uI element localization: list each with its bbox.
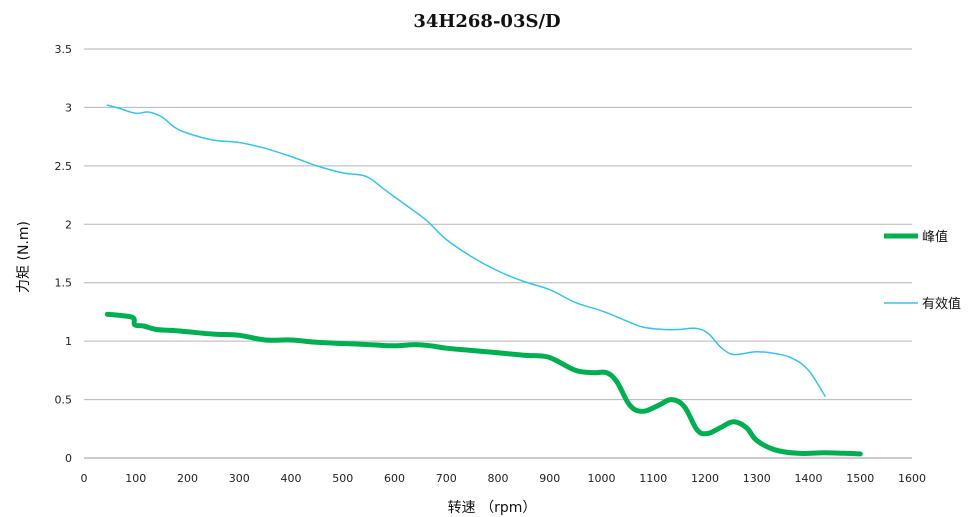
x-tick-label: 1200: [691, 472, 719, 485]
x-tick-label: 100: [125, 472, 146, 485]
series-lines: [104, 104, 863, 457]
y-tick-label: 2.5: [55, 160, 73, 173]
x-tick-label: 200: [177, 472, 198, 485]
gridlines: [84, 48, 912, 459]
y-tick-label: 2: [65, 218, 72, 231]
x-tick-label: 0: [81, 472, 88, 485]
x-tick-label: 600: [384, 472, 405, 485]
x-tick-label: 700: [436, 472, 457, 485]
x-tick-label: 1300: [743, 472, 771, 485]
x-tick-labels: 0 100 200 300 400 500 600 700 800 900 1000 1100 1200…: [81, 472, 927, 485]
x-tick-label: 1100: [639, 472, 667, 485]
y-tick-label: 0: [65, 452, 72, 465]
x-tick-label: 1600: [898, 472, 926, 485]
legend-label: 峰值: [922, 229, 948, 245]
x-tick-label: 1500: [846, 472, 874, 485]
y-tick-label: 3: [65, 101, 72, 114]
y-axis-label: 力矩 (N.m): [16, 221, 32, 293]
y-tick-label: 1.5: [55, 277, 73, 290]
x-axis-label: 转速 （rpm）: [448, 500, 537, 516]
chart-title: 34H268-03S/D: [413, 11, 560, 32]
x-tick-label: 800: [488, 472, 509, 485]
x-tick-label: 900: [539, 472, 560, 485]
x-tick-label: 300: [229, 472, 250, 485]
legend-label: 有效值: [922, 296, 961, 312]
x-tick-label: 1000: [588, 472, 616, 485]
y-tick-labels: 0 0.5 1 1.5 2 2.5 3 3.5: [55, 43, 73, 465]
y-tick-label: 0.5: [55, 394, 73, 407]
x-tick-label: 500: [332, 472, 353, 485]
series-line: [106, 104, 826, 397]
series-line: [104, 311, 863, 457]
y-tick-label: 3.5: [55, 43, 73, 56]
y-tick-label: 1: [65, 335, 72, 348]
x-tick-label: 1400: [795, 472, 823, 485]
x-tick-label: 400: [281, 472, 302, 485]
